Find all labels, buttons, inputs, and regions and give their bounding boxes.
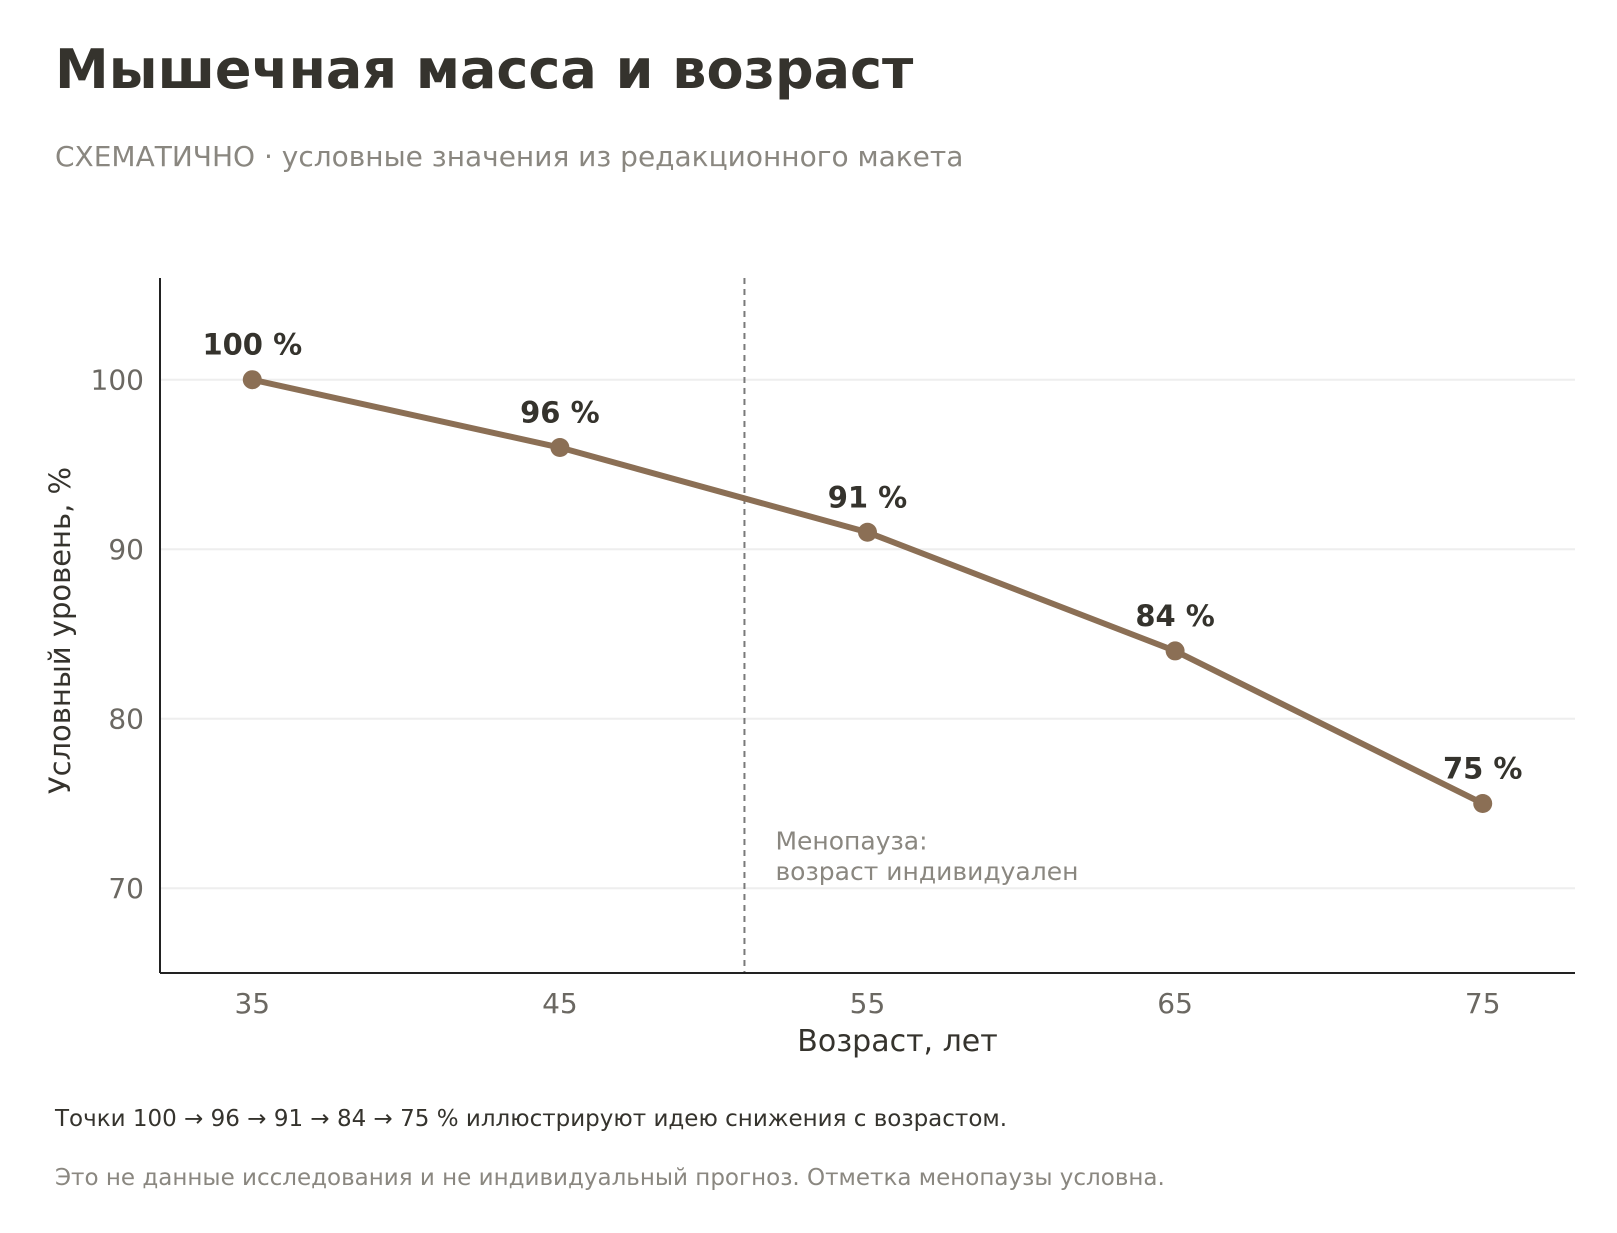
data-label-75: 75 %	[1443, 751, 1523, 785]
data-label-65: 84 %	[1135, 599, 1215, 633]
data-points	[242, 370, 1493, 813]
x-tick-label-35: 35	[234, 987, 270, 1020]
x-tick-label-45: 45	[542, 987, 578, 1020]
x-tick-label-75: 75	[1465, 987, 1501, 1020]
data-point-45	[550, 438, 570, 458]
series-line	[249, 376, 1486, 807]
x-tick-label-65: 65	[1157, 987, 1193, 1020]
data-label-35: 100 %	[202, 328, 302, 362]
x-axis-label: Возраст, лет	[797, 1024, 997, 1059]
y-tick-label-70: 70	[108, 872, 144, 905]
chart-note-primary: Точки 100 → 96 → 91 → 84 → 75 % иллюстри…	[55, 1106, 1008, 1132]
y-tick-label-80: 80	[108, 703, 144, 736]
data-point-75	[1473, 793, 1493, 813]
y-tick-labels: 70 80 90 100	[91, 364, 144, 906]
data-labels: 100 % 96 % 91 % 84 % 75 %	[202, 328, 1522, 786]
menopause-label-line-1: Менопауза:	[775, 826, 927, 855]
gridlines	[160, 378, 1575, 890]
data-label-45: 96 %	[520, 396, 600, 430]
chart-note-secondary: Это не данные исследования и не индивиду…	[55, 1165, 1165, 1191]
menopause-label-line-2: возраст индивидуален	[775, 857, 1078, 886]
y-tick-label-100: 100	[91, 364, 144, 397]
x-tick-label-55: 55	[850, 987, 886, 1020]
data-label-55: 91 %	[828, 480, 908, 514]
x-tick-labels: 35 45 55 65 75	[234, 987, 1500, 1020]
data-point-55	[858, 522, 877, 542]
data-point-35	[242, 370, 262, 390]
y-tick-label-90: 90	[108, 533, 144, 566]
y-axis-label: Условный уровень, %	[43, 467, 77, 794]
data-point-65	[1165, 641, 1185, 661]
chart-title: Мышечная масса и возраст	[55, 38, 914, 101]
chart-subtitle: СХЕМАТИЧНО · условные значения из редакц…	[55, 140, 964, 173]
